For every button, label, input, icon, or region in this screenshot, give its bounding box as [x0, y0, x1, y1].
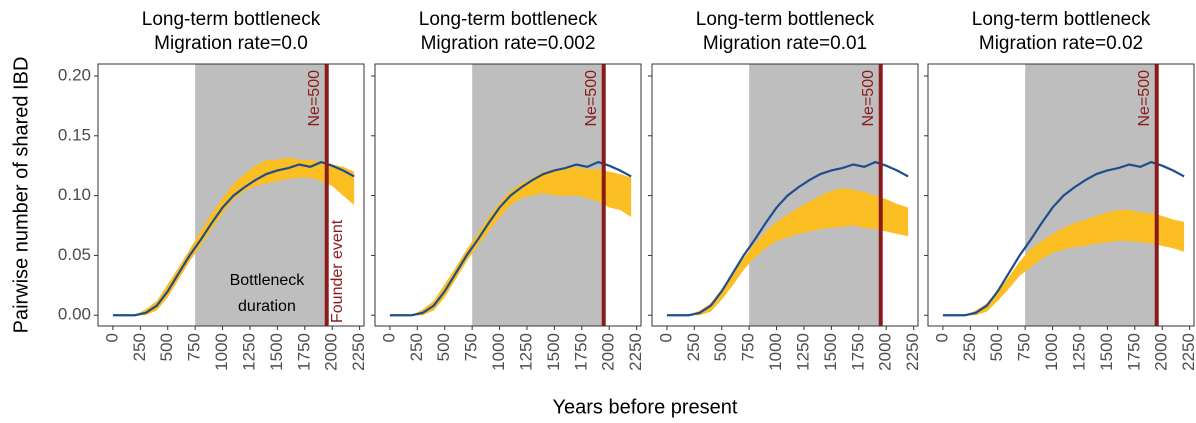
panel-border [651, 63, 919, 327]
x-tick-label: 1750 [571, 333, 590, 371]
confidence-band [942, 209, 1185, 316]
annotation: Bottleneck [230, 272, 306, 289]
ibd-line [389, 160, 632, 317]
x-tick-label: 1500 [544, 333, 563, 371]
x-tick-label: 2000 [322, 333, 341, 371]
y-axis-label: Pairwise number of shared IBD [10, 57, 32, 334]
x-tick-label: 1500 [267, 333, 286, 371]
panel-title: Long-term bottleneck [419, 9, 598, 30]
panel-subtitle: Migration rate=0.0 [154, 33, 308, 54]
y-tick-label: 0.15 [58, 125, 91, 144]
x-tick-label: 250 [960, 333, 979, 361]
x-tick-label: 1250 [239, 333, 258, 371]
x-axis-label: Years before present [553, 396, 738, 418]
x-tick-label: 1750 [848, 333, 867, 371]
bottleneck-shade [1025, 64, 1157, 326]
x-tick-label: 0 [656, 333, 675, 342]
y-tick-label: 0.10 [58, 185, 91, 204]
panel-title: Long-term bottleneck [142, 9, 321, 30]
ne-label: Ne=500 [306, 70, 323, 127]
x-tick-label: 1000 [766, 333, 785, 371]
confidence-band [112, 157, 355, 316]
x-tick-label: 0 [379, 333, 398, 342]
x-tick-label: 1000 [489, 333, 508, 371]
x-tick-label: 1500 [1097, 333, 1116, 371]
x-tick-label: 750 [1015, 333, 1034, 361]
annotation: duration [238, 298, 296, 315]
panel-subtitle: Migration rate=0.01 [703, 33, 867, 54]
x-tick-label: 250 [684, 333, 703, 361]
x-tick-label: 2250 [349, 333, 368, 371]
x-tick-label: 1250 [793, 333, 812, 371]
x-tick-label: 500 [434, 333, 453, 361]
bottleneck-shade [195, 64, 327, 326]
x-tick-label: 1500 [821, 333, 840, 371]
y-tick-label: 0.00 [58, 305, 91, 324]
panel-subtitle: Migration rate=0.002 [421, 33, 596, 54]
x-tick-label: 500 [157, 333, 176, 361]
ne-label: Ne=500 [583, 70, 600, 127]
x-tick-label: 500 [711, 333, 730, 361]
confidence-band [389, 166, 632, 316]
panel-border [374, 63, 642, 327]
x-tick-label: 2250 [626, 333, 645, 371]
panel-border [97, 63, 365, 327]
x-tick-label: 1000 [212, 333, 231, 371]
y-tick-label: 0.05 [58, 245, 91, 264]
ibd-line [112, 160, 355, 317]
panel-title: Long-term bottleneck [972, 9, 1151, 30]
ibd-line [942, 160, 1185, 317]
x-tick-label: 1750 [1124, 333, 1143, 371]
x-tick-label: 2000 [599, 333, 618, 371]
ibd-line [666, 160, 909, 317]
x-tick-label: 2250 [1179, 333, 1196, 371]
panel-border [927, 63, 1195, 327]
ne-label: Ne=500 [1136, 70, 1153, 127]
x-tick-label: 250 [407, 333, 426, 361]
x-tick-label: 250 [130, 333, 149, 361]
x-tick-label: 0 [932, 333, 951, 342]
x-tick-label: 750 [462, 333, 481, 361]
x-tick-label: 1250 [516, 333, 535, 371]
panel-subtitle: Migration rate=0.02 [979, 33, 1143, 54]
x-tick-label: 2000 [876, 333, 895, 371]
ne-label: Ne=500 [860, 70, 877, 127]
annotation: Founder event [329, 219, 346, 323]
x-tick-label: 2250 [903, 333, 922, 371]
y-tick-label: 0.20 [58, 65, 91, 84]
panel-title: Long-term bottleneck [696, 9, 875, 30]
x-tick-label: 500 [987, 333, 1006, 361]
x-tick-label: 750 [185, 333, 204, 361]
x-tick-label: 0 [102, 333, 121, 342]
x-tick-label: 1250 [1069, 333, 1088, 371]
x-tick-label: 1000 [1042, 333, 1061, 371]
x-tick-label: 1750 [294, 333, 313, 371]
x-tick-label: 2000 [1152, 333, 1171, 371]
x-tick-label: 750 [739, 333, 758, 361]
